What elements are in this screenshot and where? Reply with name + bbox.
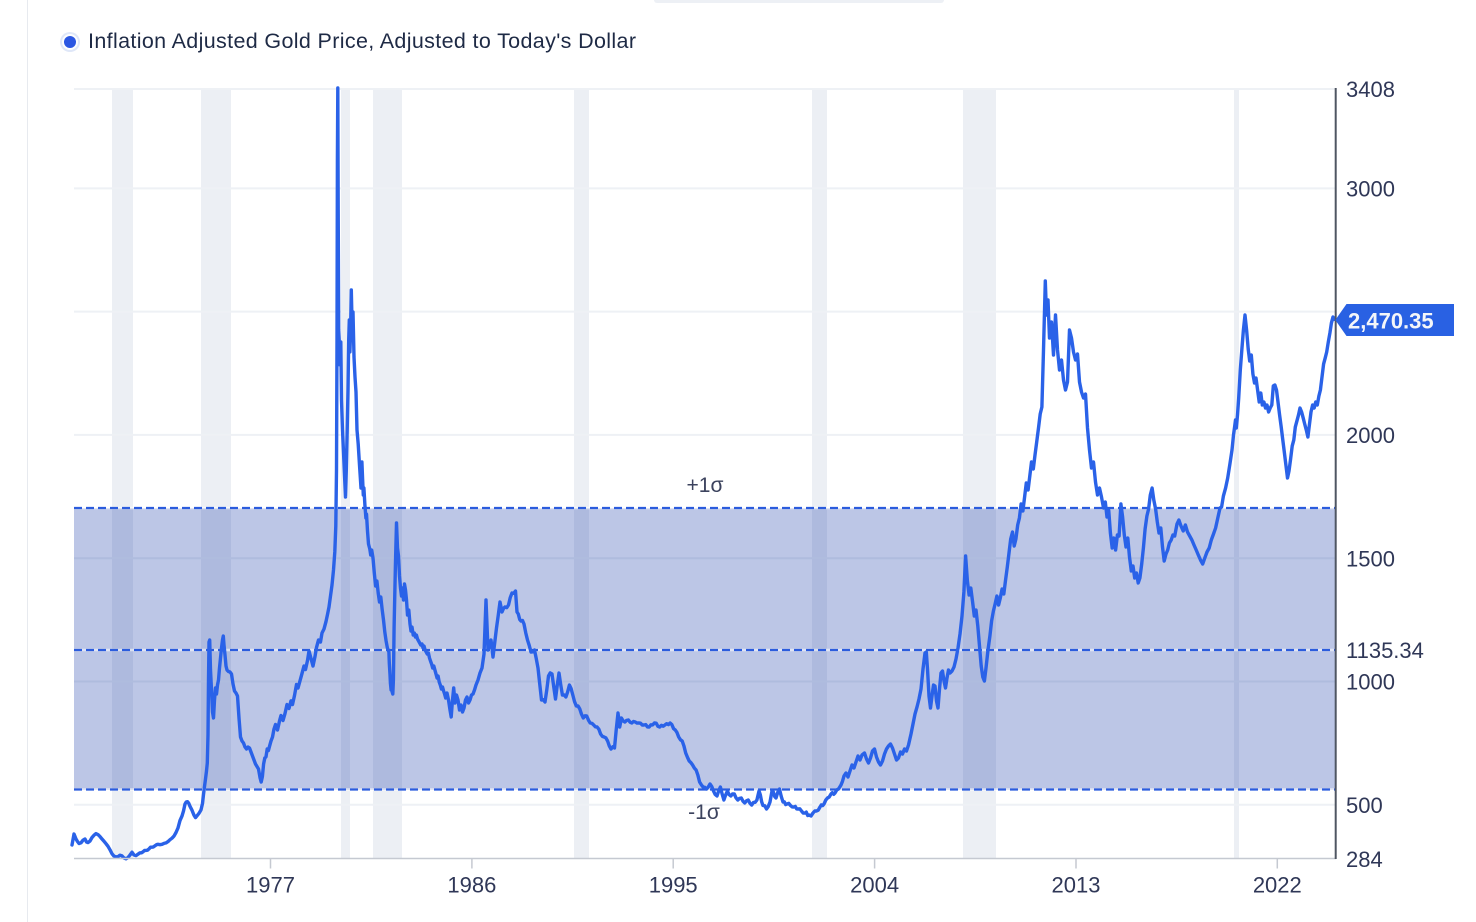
svg-text:500: 500 <box>1346 793 1383 818</box>
svg-text:1986: 1986 <box>447 873 496 898</box>
svg-text:1500: 1500 <box>1346 546 1395 571</box>
svg-text:3408: 3408 <box>1346 77 1395 102</box>
svg-text:+1σ: +1σ <box>687 474 724 497</box>
svg-text:2013: 2013 <box>1052 873 1101 898</box>
svg-text:2004: 2004 <box>850 873 899 898</box>
svg-text:1977: 1977 <box>246 873 295 898</box>
svg-text:2000: 2000 <box>1346 423 1395 448</box>
svg-text:1000: 1000 <box>1346 670 1395 695</box>
svg-text:1135.34: 1135.34 <box>1346 638 1424 663</box>
svg-text:1995: 1995 <box>649 873 698 898</box>
svg-text:284: 284 <box>1346 847 1383 872</box>
svg-text:3000: 3000 <box>1346 176 1395 201</box>
svg-text:2022: 2022 <box>1253 873 1302 898</box>
svg-text:2,470.35: 2,470.35 <box>1348 309 1434 334</box>
svg-text:-1σ: -1σ <box>688 801 720 824</box>
